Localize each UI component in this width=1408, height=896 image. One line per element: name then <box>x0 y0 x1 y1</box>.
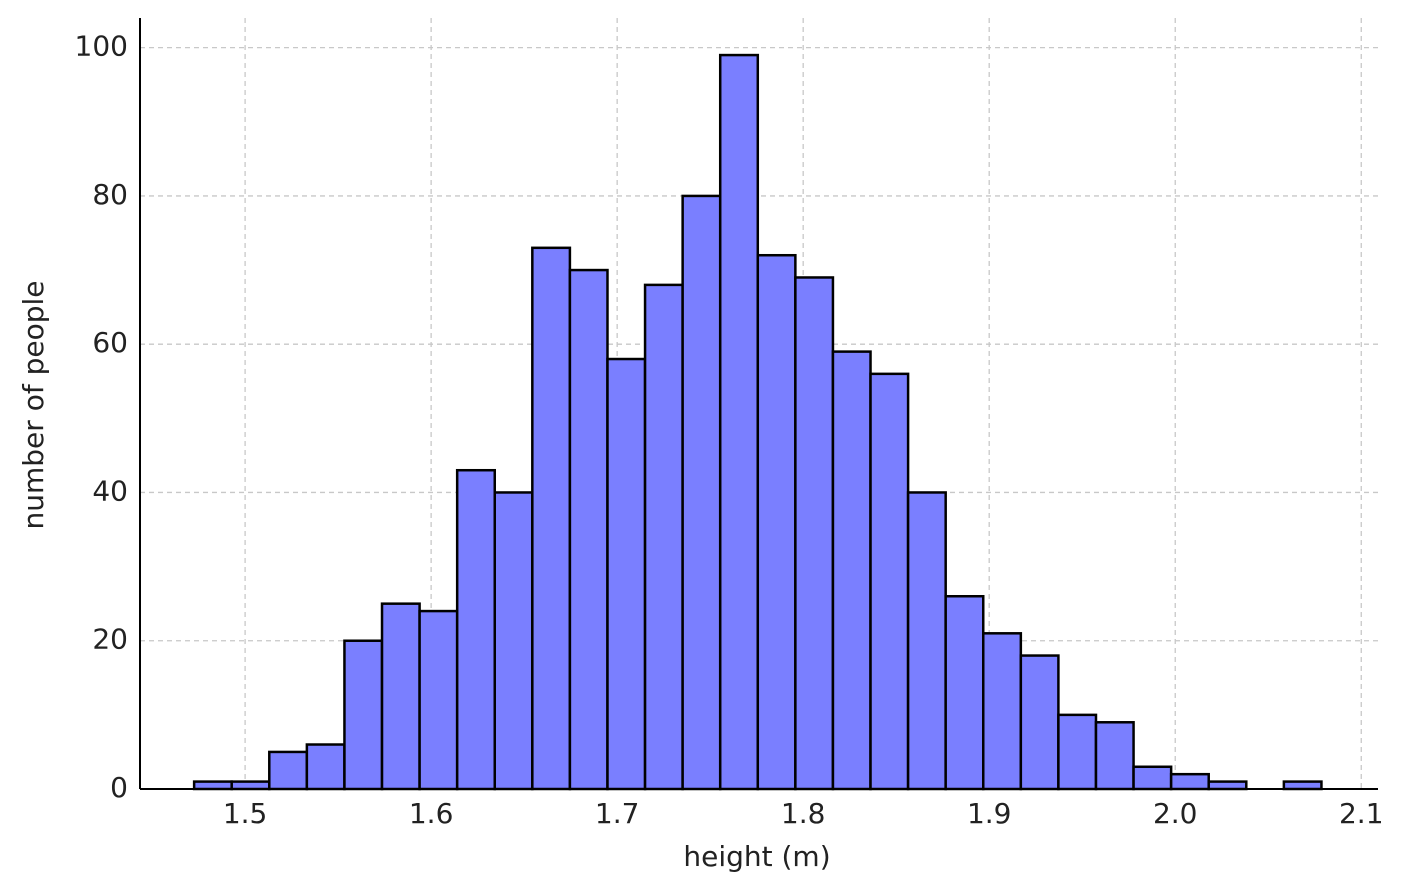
bar <box>380 602 421 791</box>
x-tick-label: 1.7 <box>595 797 640 830</box>
x-tick-label: 1.8 <box>781 797 826 830</box>
x-tick-label: 1.6 <box>409 797 454 830</box>
bar <box>1282 780 1323 791</box>
x-tick-label: 2.1 <box>1339 797 1384 830</box>
bar <box>1094 721 1135 791</box>
bar <box>869 372 910 791</box>
bar <box>418 609 459 791</box>
bar <box>1057 713 1098 791</box>
y-axis-label: number of people <box>17 281 50 530</box>
y-tick-label: 80 <box>92 178 128 211</box>
x-tick-label: 2.0 <box>1153 797 1198 830</box>
bar <box>192 780 233 791</box>
bar <box>268 750 309 791</box>
bar <box>718 53 760 791</box>
bar <box>831 350 872 791</box>
bar <box>343 639 384 791</box>
bar <box>1019 654 1060 791</box>
y-tick-label: 100 <box>75 30 128 63</box>
y-tick-label: 20 <box>92 623 128 656</box>
bar <box>531 246 572 791</box>
bar <box>756 253 797 791</box>
y-tick-label: 0 <box>110 771 128 804</box>
x-axis-label: height (m) <box>683 840 830 873</box>
bar <box>568 268 609 791</box>
y-tick-label: 40 <box>92 474 128 507</box>
bar <box>794 276 835 791</box>
bar <box>982 632 1023 791</box>
bar <box>230 780 271 791</box>
bar <box>606 357 647 791</box>
bar <box>906 491 947 791</box>
bar <box>643 283 684 791</box>
bar <box>1207 780 1248 791</box>
bar <box>944 595 985 791</box>
bar <box>493 491 534 791</box>
y-tick-label: 60 <box>92 326 128 359</box>
bar <box>681 194 722 791</box>
bar <box>1132 765 1173 791</box>
bar <box>305 743 346 791</box>
bar <box>455 468 497 791</box>
bar <box>1169 772 1210 791</box>
x-tick-label: 1.9 <box>967 797 1012 830</box>
x-tick-label: 1.5 <box>223 797 268 830</box>
